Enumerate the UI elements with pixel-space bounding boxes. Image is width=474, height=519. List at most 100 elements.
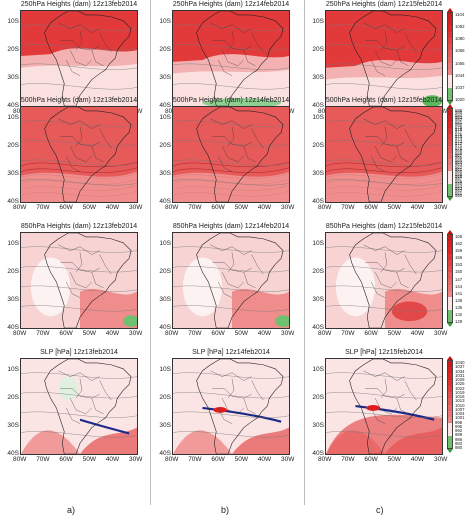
colorbar-swatch [448,315,452,323]
colorbar-tick-r4-2: 1037 [455,364,465,370]
lat-label-r3-c1-1: 10S [7,240,19,247]
map-panel-r1-c1 [20,10,138,107]
lon-label-r4-c1-3: 60W [59,456,73,463]
lon-label-r3-c3-5: 40W [410,330,425,337]
colorbar-tick-r2-32: 555 [455,181,463,187]
colorbar-swatch [448,404,452,411]
colorbar-swatch [448,189,452,197]
lat-label-r2-c2-1: 10S [159,114,171,121]
colorbar-swatch [448,158,452,165]
colorbar-tick-r2-25: 562 [455,164,463,170]
lon-label-r3-c2-2: 70W [188,330,202,337]
colorbar-swatch [448,253,452,260]
colorbar-tick-r2-34: 553 [455,185,463,191]
colorbar-tick-r1-5: 1056 [455,60,465,66]
colorbar-tick-r2-18: 569 [455,148,463,154]
lat-label-r4-c2-3: 30S [159,422,171,429]
colorbar-tick-r2-5: 582 [455,117,463,123]
map-panel-r3-c1 [20,232,138,329]
lon-label-r4-c2-6: 30W [281,456,295,463]
colorbar-tick-r2-19: 568 [455,150,463,156]
lat-label-r1-c3-4: 40S [312,102,324,109]
lat-label-r1-c3-3: 30S [312,74,324,81]
lat-label-r2-c3-4: 40S [312,198,324,205]
lon-label-r2-c1-3: 60W [59,204,73,211]
lon-label-r2-c2-6: 30W [281,204,295,211]
lat-label-r1-c2-3: 30S [159,74,171,81]
map-panel-r1-c3 [325,10,443,107]
lon-label-r2-c1-2: 70W [36,204,50,211]
colorbar-r4 [447,360,453,449]
colorbar-swatch [448,272,452,279]
lon-label-r3-c2-6: 30W [281,330,295,337]
lat-label-r3-c1-2: 20S [7,268,19,275]
colorbar-tick-r3-12: 132 [455,311,463,317]
lon-label-r2-c1-5: 40W [105,204,120,211]
lon-label-r4-c1-2: 70W [36,456,50,463]
colorbar-swatch [448,284,452,291]
lat-label-r1-c3-1: 10S [312,18,324,25]
lat-label-r1-c1-2: 20S [7,46,19,53]
lat-label-r2-c2-4: 40S [159,198,171,205]
lat-label-r2-c3-3: 30S [312,170,324,177]
colorbar-tick-r2-30: 557 [455,176,463,182]
colorbar-swatch [448,146,452,153]
lon-label-r1-c3-1: 80W [318,108,332,115]
colorbar-tick-r2-29: 558 [455,174,463,180]
lon-label-r3-c3-4: 50W [387,330,401,337]
lon-label-r4-c2-3: 60W [211,456,225,463]
colorbar-tick-r3-2: 162 [455,241,463,247]
lon-label-r2-c3-4: 50W [387,204,401,211]
colorbar-r3 [447,234,453,323]
lon-label-r3-c1-1: 80W [13,330,27,337]
colorbar-tick-r1-3: 1080 [455,36,465,42]
colorbar-swatch [448,435,452,442]
lat-label-r1-c2-4: 40S [159,102,171,109]
colorbar-swatch [448,31,452,38]
lon-label-r2-c3-3: 60W [364,204,378,211]
colorbar-tick-r2-31: 556 [455,178,463,184]
panel-title-r3-c3: 850hPa Heights (dam) 12z15feb2014 [325,223,443,230]
lat-label-r2-c3-2: 20S [312,142,324,149]
lon-label-r4-c2-2: 70W [188,456,202,463]
colorbar-swatch [448,37,452,45]
colorbar-swatch [448,278,452,285]
lat-label-r3-c1-4: 40S [7,324,19,331]
lon-label-r4-c2-1: 80W [165,456,179,463]
colorbar-tick-r2-10: 577 [455,129,463,135]
colorbar-tick-r2-8: 579 [455,124,463,130]
colorbar-swatch [448,115,452,122]
lat-label-r4-c2-2: 20S [159,394,171,401]
colorbar-tick-r4-11: 1010 [455,402,465,408]
map-svg-r3-c3 [326,233,442,328]
colorbar-swatch [448,392,452,399]
map-svg-r4-c3 [326,359,442,454]
colorbar-swatch [448,266,452,273]
colorbar-swatch [448,379,452,386]
colorbar-tick-r4-5: 1028 [455,377,465,382]
colorbar-tick-r2-12: 575 [455,133,463,139]
lon-label-r4-c1-5: 40W [105,456,120,463]
colorbar-tick-r1-2: 1092 [455,24,465,30]
lat-label-r1-c2-1: 10S [159,18,171,25]
colorbar-swatch [448,423,452,430]
column-label-b: b) [221,505,230,515]
colorbar-swatch [448,171,452,178]
colorbar-swatch [448,361,452,368]
lon-label-r2-c3-2: 70W [341,204,355,211]
column-label-a: a) [67,505,76,515]
map-panel-r4-c3 [325,358,443,455]
colorbar-swatch [448,398,452,405]
map-svg-r2-c2 [173,107,289,202]
lat-label-r4-c1-3: 30S [7,422,19,429]
colorbar-tick-r4-14: 1001 [455,415,465,421]
colorbar-tick-r2-7: 580 [455,122,463,128]
lat-label-r3-c2-1: 10S [159,240,171,247]
colorbar-r2 [447,108,453,197]
map-svg-r4-c1 [21,359,137,454]
colorbar-tick-r1-6: 1044 [455,72,465,78]
lon-label-r4-c2-5: 40W [257,456,272,463]
colorbar-r1 [447,12,453,101]
lon-label-r2-c3-1: 80W [318,204,332,211]
colorbar-tick-r1-7: 1037 [455,84,465,90]
